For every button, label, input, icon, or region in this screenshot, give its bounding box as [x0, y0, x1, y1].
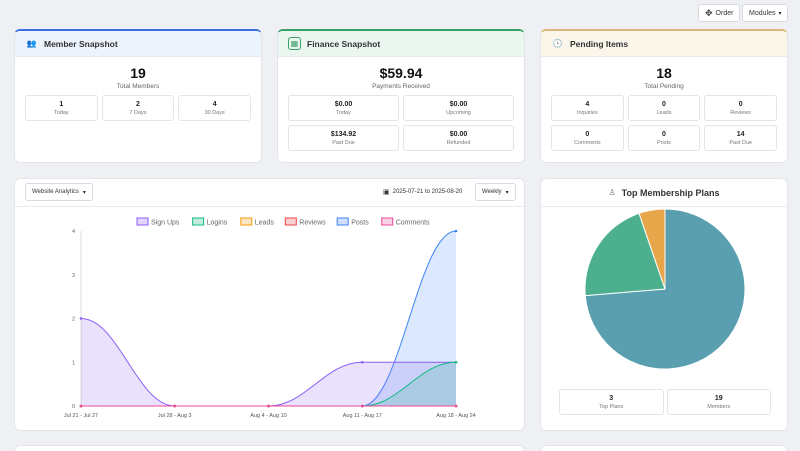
- pending-stats: 4 Inquiries 0 Leads 0 Reviews 0 Comments 0 Po…: [551, 95, 777, 151]
- payments-received-label: Payments Received: [372, 83, 430, 90]
- legend-label-0: Sign Ups: [151, 220, 180, 227]
- series-5-point-0: [79, 404, 83, 408]
- plans-stat-top-plans: 3 Top Plans: [559, 389, 664, 415]
- series-0-point-0: [79, 317, 83, 320]
- legend-swatch-1: [192, 217, 205, 226]
- finance-snapshot-header: ▦ Finance Snapshot: [278, 31, 524, 57]
- pending-items-card: 🕓 Pending Items 18 Total Pending 4 Inquir…: [540, 29, 788, 163]
- finance-snapshot-title: Finance Snapshot: [307, 38, 381, 49]
- trophy-icon: ♙: [608, 188, 616, 197]
- order-button[interactable]: ✥ Order: [698, 4, 741, 22]
- series-0-point-3: [360, 360, 364, 364]
- payments-received-value: $59.94: [379, 65, 423, 81]
- series-area-1: [81, 362, 456, 406]
- finance-snapshot-card: ▦ Finance Snapshot $59.94 Payments Recei…: [277, 29, 525, 163]
- legend-swatch-2: [240, 217, 253, 226]
- move-icon: ✥: [705, 7, 713, 18]
- legend-label-4: Posts: [351, 220, 369, 227]
- legend-swatch-0: [136, 217, 149, 226]
- bottom-right-card: [540, 445, 788, 451]
- series-1-point-4: [454, 360, 458, 364]
- total-members-label: Total Members: [116, 83, 160, 90]
- member-snapshot-title: Member Snapshot: [44, 38, 118, 49]
- pending-stat-reviews: 0 Reviews: [704, 95, 777, 121]
- y-tick-0: 0: [72, 404, 75, 410]
- chevron-down-icon: ▾: [505, 189, 509, 196]
- chevron-down-icon: ▾: [82, 189, 86, 196]
- pending-items-title: Pending Items: [570, 38, 629, 49]
- x-tick-1: Jul 28 - Aug 3: [158, 413, 192, 419]
- membership-plans-header: ♙ Top Membership Plans: [541, 179, 787, 207]
- analytics-type-label: Website Analytics: [32, 189, 79, 195]
- legend-label-1: Logins: [207, 220, 228, 227]
- users-icon: 👥: [26, 39, 37, 48]
- analytics-type-dropdown[interactable]: Website Analytics ▾: [25, 183, 93, 201]
- member-stat-30days: 4 30 Days: [178, 95, 251, 121]
- modules-button[interactable]: Modules ▾: [742, 4, 789, 22]
- analytics-card: Website Analytics ▾ ▣ 2025-07-21 to 2025…: [14, 178, 525, 431]
- pie-slice-1: [584, 212, 666, 297]
- pending-stat-past-due: 14 Past Due: [704, 125, 777, 151]
- series-area-4: [81, 231, 456, 406]
- y-tick-3: 3: [72, 273, 75, 279]
- y-tick-4: 4: [72, 229, 75, 235]
- x-tick-4: Aug 18 - Aug 24: [436, 413, 475, 419]
- legend-swatch-4: [336, 217, 349, 226]
- plans-stat-members: 19 Members: [666, 389, 771, 415]
- chevron-down-icon: ▾: [778, 10, 782, 17]
- plans-stats: 3 Top Plans 19 Members: [559, 389, 771, 415]
- x-tick-2: Aug 4 - Aug 10: [250, 413, 286, 419]
- finance-stat-refunded: $0.00 Refunded: [403, 125, 514, 151]
- interval-label: Weekly: [482, 189, 502, 195]
- series-area-0: [81, 318, 456, 406]
- clock-icon: 🕓: [552, 39, 563, 48]
- legend-label-5: Comments: [396, 220, 430, 227]
- member-stat-today: 1 Today: [25, 95, 98, 121]
- series-5-point-4: [454, 404, 458, 408]
- pie-slice-2: [638, 209, 666, 290]
- legend-label-3: Reviews: [299, 220, 326, 227]
- calculator-icon: ▦: [288, 37, 301, 50]
- order-label: Order: [715, 9, 734, 17]
- interval-dropdown[interactable]: Weekly ▾: [475, 183, 516, 201]
- legend-label-2: Leads: [255, 220, 275, 227]
- bottom-left-card: [14, 445, 525, 451]
- total-pending-label: Total Pending: [644, 83, 684, 90]
- pending-stat-comments: 0 Comments: [551, 125, 624, 151]
- series-5-point-2: [267, 404, 270, 408]
- date-range-label: 2025-07-21 to 2025-08-20: [392, 189, 463, 195]
- pending-items-header: 🕓 Pending Items: [541, 31, 787, 57]
- y-tick-2: 2: [72, 317, 75, 323]
- legend-swatch-3: [284, 217, 297, 226]
- calendar-icon: ▣: [383, 189, 390, 196]
- x-tick-0: Jul 21 - Jul 27: [64, 413, 98, 419]
- date-range-picker[interactable]: ▣ 2025-07-21 to 2025-08-20: [383, 185, 465, 199]
- member-snapshot-header: 👥 Member Snapshot: [15, 31, 261, 57]
- series-5-point-3: [360, 404, 364, 408]
- series-4-point-4: [454, 229, 458, 233]
- pending-stat-leads: 0 Leads: [627, 95, 701, 121]
- y-tick-1: 1: [72, 360, 75, 366]
- pending-stat-posts: 0 Posts: [627, 125, 701, 151]
- membership-plans-title: Top Membership Plans: [621, 187, 720, 198]
- finance-stat-upcoming: $0.00 Upcoming: [403, 95, 514, 121]
- x-tick-3: Aug 11 - Aug 17: [343, 413, 382, 419]
- analytics-chart: Sign Ups Logins Leads Reviews Posts Comments 0…: [64, 217, 476, 419]
- total-pending-value: 18: [656, 65, 672, 81]
- legend-swatch-5: [381, 217, 394, 226]
- analytics-toolbar: Website Analytics ▾ ▣ 2025-07-21 to 2025…: [15, 179, 524, 207]
- membership-pie-chart: [584, 209, 746, 370]
- modules-label: Modules: [749, 9, 776, 17]
- total-members-value: 19: [130, 65, 146, 81]
- membership-plans-card: ♙ Top Membership Plans 3 Top Plans 19 Memb…: [540, 178, 788, 431]
- finance-stat-today: $0.00 Today: [288, 95, 399, 121]
- finance-stats: $0.00 Today $0.00 Upcoming $134.92 Past Due…: [288, 95, 514, 151]
- pending-stat-inquiries: 4 Inquiries: [551, 95, 624, 121]
- series-5-point-1: [173, 404, 177, 408]
- member-snapshot-card: 👥 Member Snapshot 19 Total Members 1 Toda…: [14, 29, 262, 163]
- finance-stat-past-due: $134.92 Past Due: [288, 125, 399, 151]
